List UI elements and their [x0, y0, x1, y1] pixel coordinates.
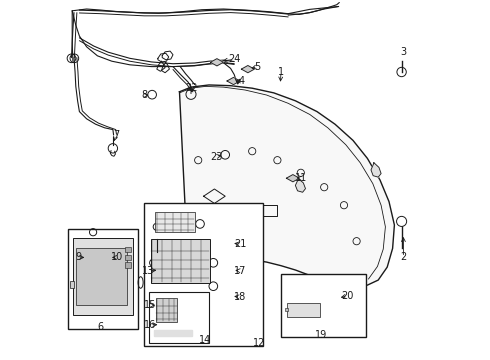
Text: 17: 17	[234, 266, 246, 276]
Text: 22: 22	[186, 83, 198, 93]
Text: 24: 24	[228, 54, 241, 64]
Bar	[281, 274, 366, 337]
Bar	[125, 255, 130, 260]
Circle shape	[209, 258, 218, 267]
Text: 12: 12	[253, 338, 266, 348]
Bar	[155, 212, 195, 232]
Bar	[285, 308, 288, 311]
Text: 20: 20	[342, 291, 354, 301]
Bar	[151, 239, 210, 283]
Text: 18: 18	[234, 292, 246, 302]
Polygon shape	[227, 77, 240, 85]
Bar	[125, 247, 130, 252]
Circle shape	[396, 216, 407, 226]
Polygon shape	[242, 66, 254, 73]
Text: 8: 8	[141, 90, 147, 100]
Bar	[288, 303, 320, 317]
Text: 16: 16	[144, 320, 156, 330]
Text: 19: 19	[315, 330, 327, 340]
Polygon shape	[179, 85, 394, 286]
Text: 1: 1	[278, 67, 284, 77]
Text: 5: 5	[254, 62, 261, 72]
Bar	[76, 248, 127, 305]
Bar	[125, 262, 130, 268]
Bar	[68, 229, 138, 329]
Text: 3: 3	[400, 47, 407, 57]
Text: 14: 14	[199, 335, 212, 345]
Text: 4: 4	[238, 76, 245, 86]
Text: 21: 21	[234, 239, 246, 249]
Polygon shape	[295, 179, 305, 192]
Text: 10: 10	[111, 252, 123, 262]
Circle shape	[149, 259, 157, 266]
Circle shape	[196, 220, 204, 228]
Bar	[144, 203, 263, 346]
Text: 23: 23	[210, 152, 222, 162]
Bar	[71, 282, 74, 288]
Text: 6: 6	[97, 322, 103, 332]
Circle shape	[209, 282, 218, 291]
Polygon shape	[286, 175, 299, 182]
Polygon shape	[154, 330, 192, 336]
Bar	[156, 298, 177, 322]
Text: 7: 7	[113, 130, 119, 140]
Text: 9: 9	[75, 252, 82, 262]
Text: 2: 2	[400, 252, 407, 262]
Polygon shape	[371, 163, 381, 177]
Text: 11: 11	[294, 173, 307, 183]
Bar	[74, 238, 133, 315]
Bar	[148, 292, 209, 343]
Text: 13: 13	[143, 266, 155, 276]
Circle shape	[153, 223, 160, 230]
Text: 15: 15	[144, 300, 156, 310]
Polygon shape	[210, 59, 223, 66]
